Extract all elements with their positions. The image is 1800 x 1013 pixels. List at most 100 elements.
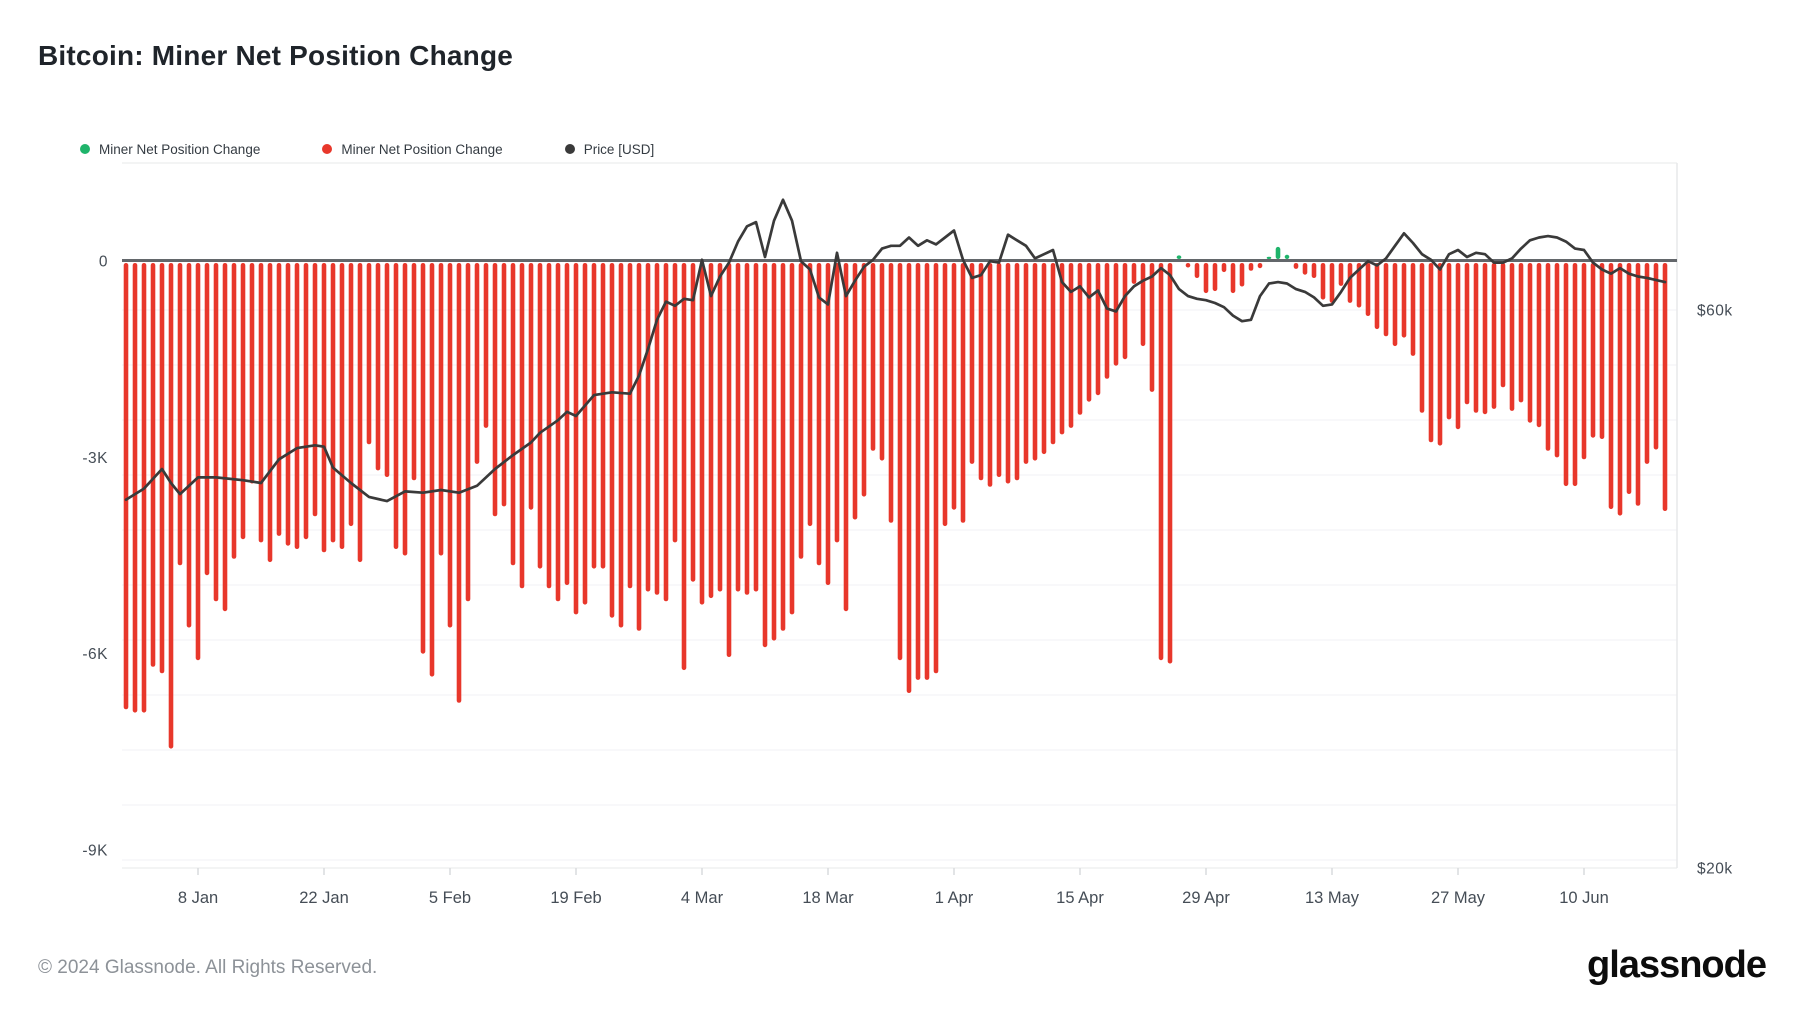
miner-bar-negative <box>780 263 786 631</box>
miner-bar-negative <box>1338 263 1344 286</box>
miner-bar-negative <box>267 263 273 563</box>
miner-bar-negative <box>339 263 345 549</box>
miner-bar-negative <box>1248 263 1254 271</box>
miner-bar-negative <box>1104 263 1110 379</box>
miner-bar-negative <box>942 263 948 527</box>
miner-bar-negative <box>726 263 732 657</box>
miner-bar-negative <box>1374 263 1380 330</box>
miner-bar-negative <box>1365 263 1371 316</box>
miner-bar-negative <box>1239 263 1245 287</box>
miner-bar-negative <box>699 263 705 605</box>
miner-bar-negative <box>1230 263 1236 294</box>
miner-bar-negative <box>933 263 939 674</box>
miner-bar-negative <box>294 263 300 549</box>
miner-bar-negative <box>447 263 453 628</box>
miner-bar-negative <box>276 263 282 536</box>
miner-bar-negative <box>1392 263 1398 347</box>
copyright-text: © 2024 Glassnode. All Rights Reserved. <box>38 957 378 978</box>
miner-bar-negative <box>213 263 219 602</box>
miner-bar-negative <box>150 263 156 667</box>
miner-bar-negative <box>402 263 408 556</box>
miner-bar-negative <box>789 263 795 615</box>
legend-item-miner-net-position-positive[interactable]: Miner Net Position Change <box>80 142 260 157</box>
miner-bar-negative <box>492 263 498 517</box>
miner-bar-negative <box>654 263 660 595</box>
miner-bar-negative <box>393 263 399 549</box>
miner-bar-negative <box>1032 263 1038 461</box>
miner-bar-negative <box>1050 263 1056 445</box>
miner-bar-negative <box>1077 263 1083 415</box>
miner-bar-negative <box>1527 263 1533 423</box>
miner-bar-negative <box>969 263 975 464</box>
miner-bar-negative <box>1536 263 1542 428</box>
miner-bar-negative <box>231 263 237 559</box>
miner-bar-negative <box>1608 263 1614 510</box>
miner-bar-negative <box>438 263 444 556</box>
legend-label: Price [USD] <box>583 141 655 157</box>
miner-bar-negative <box>906 263 912 693</box>
miner-bar-negative <box>816 263 822 566</box>
x-axis-label: 18 Mar <box>802 889 854 907</box>
miner-bar-negative <box>771 263 777 641</box>
x-axis-label: 15 Apr <box>1056 889 1104 907</box>
miner-bar-negative <box>1068 263 1074 428</box>
miner-bar-negative <box>321 263 327 553</box>
miner-bar-negative <box>1194 263 1200 278</box>
miner-bar-negative <box>1437 263 1443 446</box>
miner-bar-negative <box>1545 263 1551 451</box>
miner-bar-negative <box>348 263 354 527</box>
miner-bar-negative <box>1167 263 1173 664</box>
miner-bar-negative <box>609 263 615 618</box>
miner-bar-negative <box>717 263 723 592</box>
miner-bar-negative <box>1005 263 1011 484</box>
miner-bar-negative <box>1302 263 1308 275</box>
miner-bar-negative <box>384 263 390 477</box>
miner-bar-negative <box>1491 263 1497 409</box>
miner-bar-negative <box>1581 263 1587 460</box>
x-axis-label: 8 Jan <box>178 889 218 907</box>
y-axis-label-right: $60k <box>1697 303 1733 320</box>
miner-bar-negative <box>1554 263 1560 458</box>
miner-bar-positive <box>1176 255 1182 259</box>
miner-bar-negative <box>861 263 867 497</box>
miner-bar-negative <box>663 263 669 602</box>
miner-bar-negative <box>411 263 417 481</box>
miner-bar-negative <box>1572 263 1578 487</box>
miner-bar-negative <box>429 263 435 677</box>
miner-bar-negative <box>924 263 930 680</box>
miner-bar-negative <box>996 263 1002 477</box>
miner-bar-negative <box>843 263 849 612</box>
miner-bar-negative <box>915 263 921 680</box>
miner-bar-negative <box>285 263 291 546</box>
miner-bar-negative <box>312 263 318 517</box>
miner-bar-negative <box>528 263 534 510</box>
legend-item-price-usd[interactable]: Price [USD] <box>564 141 655 157</box>
miner-bar-negative <box>249 263 255 484</box>
miner-bar-negative <box>1455 263 1461 430</box>
miner-bar-negative <box>357 263 363 563</box>
miner-bar-negative <box>1482 263 1488 415</box>
miner-bar-negative <box>1158 263 1164 661</box>
miner-bar-positive <box>1266 256 1272 259</box>
miner-bar-negative <box>897 263 903 661</box>
y-axis-label-left: -6K <box>82 646 108 663</box>
miner-bar-negative <box>591 263 597 569</box>
miner-bar-negative <box>1203 263 1209 294</box>
miner-bar-negative <box>753 263 759 592</box>
miner-bar-negative <box>483 263 489 428</box>
miner-bar-negative <box>744 263 750 595</box>
miner-bar-negative <box>168 263 174 749</box>
miner-bar-negative <box>807 263 813 527</box>
miner-bar-negative <box>870 263 876 451</box>
miner-bar-negative <box>132 263 138 713</box>
legend-label: Miner Net Position Change <box>341 141 503 157</box>
miner-bar-negative <box>888 263 894 523</box>
x-axis-label: 1 Apr <box>935 889 974 907</box>
miner-bar-negative <box>681 263 687 671</box>
miner-bar-negative <box>204 263 210 576</box>
x-axis-label: 19 Feb <box>550 889 601 907</box>
miner-bar-negative <box>825 263 831 585</box>
miner-bar-negative <box>987 263 993 487</box>
legend-item-miner-net-position-negative[interactable]: Miner Net Position Change <box>322 141 503 157</box>
